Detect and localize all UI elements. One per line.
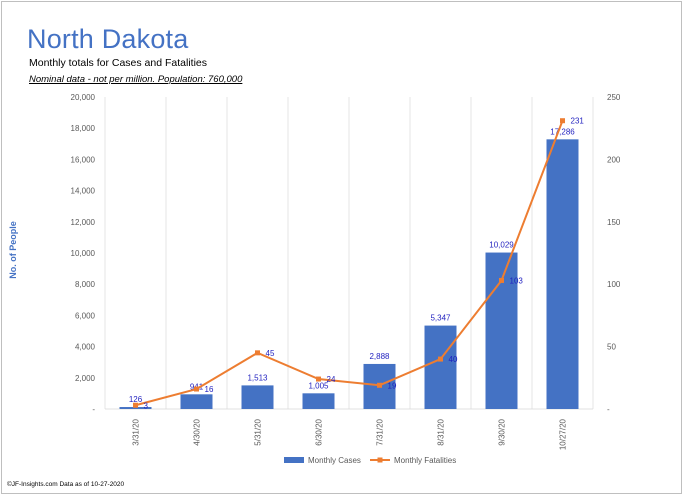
chart-subtitle: Monthly totals for Cases and Fatalities bbox=[29, 57, 207, 69]
y-tick-label: 8,000 bbox=[75, 280, 96, 289]
y-tick-label: 20,000 bbox=[71, 93, 96, 102]
footer-credit: ©JF-Insights.com Data as of 10-27-2020 bbox=[7, 481, 125, 488]
line-data-label: 19 bbox=[388, 381, 397, 390]
line-data-label: 16 bbox=[205, 385, 214, 394]
x-tick-label: 5/31/20 bbox=[254, 418, 263, 445]
y2-tick-label: 100 bbox=[607, 280, 621, 289]
x-tick-label: 10/27/20 bbox=[559, 418, 568, 450]
y-tick-label: 18,000 bbox=[71, 124, 96, 133]
line-point bbox=[560, 118, 565, 124]
bar bbox=[241, 385, 274, 409]
line-point bbox=[438, 356, 443, 362]
x-tick-label: 3/31/20 bbox=[132, 418, 141, 445]
line-point bbox=[316, 376, 321, 382]
bar bbox=[119, 407, 152, 409]
line-point bbox=[499, 277, 504, 283]
line-data-label: 103 bbox=[510, 276, 524, 285]
bar-data-label: 5,347 bbox=[430, 314, 451, 323]
x-tick-label: 7/31/20 bbox=[376, 418, 385, 445]
y-tick-label: 12,000 bbox=[71, 218, 96, 227]
bar-data-label: 17,286 bbox=[550, 127, 575, 136]
chart-title: North Dakota bbox=[27, 24, 189, 54]
y2-tick-label: 200 bbox=[607, 155, 621, 164]
y-tick-label: 16,000 bbox=[71, 155, 96, 164]
y-tick-label: 10,000 bbox=[71, 249, 96, 258]
y-tick-label: 4,000 bbox=[75, 343, 96, 352]
chart-note: Nominal data - not per million. Populati… bbox=[29, 74, 243, 85]
bar-data-label: 10,029 bbox=[489, 241, 514, 250]
legend-label-cases: Monthly Cases bbox=[308, 456, 361, 465]
legend-label-fatalities: Monthly Fatalities bbox=[394, 456, 456, 465]
bar-data-label: 1,513 bbox=[247, 373, 268, 382]
y2-tick-label: 150 bbox=[607, 218, 621, 227]
bar bbox=[424, 325, 457, 409]
line-point bbox=[377, 382, 382, 388]
y-tick-label: 14,000 bbox=[71, 187, 96, 196]
line-point bbox=[255, 350, 260, 356]
bar bbox=[180, 394, 213, 409]
line-data-label: 24 bbox=[327, 375, 336, 384]
line-data-label: 231 bbox=[571, 117, 585, 126]
x-tick-label: 8/31/20 bbox=[437, 418, 446, 445]
legend-swatch-cases bbox=[284, 457, 304, 463]
bar-data-label: 1,005 bbox=[308, 381, 329, 390]
line-point bbox=[194, 386, 199, 392]
line-data-label: 3 bbox=[144, 401, 149, 410]
x-tick-label: 9/30/20 bbox=[498, 418, 507, 445]
y-tick-label: - bbox=[92, 405, 95, 414]
y-tick-label: 6,000 bbox=[75, 311, 96, 320]
y2-tick-label: 50 bbox=[607, 343, 616, 352]
line-data-label: 40 bbox=[449, 355, 458, 364]
fatalities-line bbox=[135, 120, 564, 407]
x-tick-label: 6/30/20 bbox=[315, 418, 324, 445]
y2-tick-label: - bbox=[607, 405, 610, 414]
line-data-label: 45 bbox=[266, 349, 275, 358]
y-tick-label: 2,000 bbox=[75, 374, 96, 383]
bar-data-label: 126 bbox=[129, 395, 143, 404]
y2-tick-label: 250 bbox=[607, 93, 621, 102]
bar bbox=[302, 393, 335, 409]
x-tick-label: 4/30/20 bbox=[193, 418, 202, 445]
bar-data-label: 2,888 bbox=[369, 352, 390, 361]
bar bbox=[546, 139, 579, 410]
line-point bbox=[133, 402, 138, 408]
legend-marker-fatalities bbox=[377, 457, 383, 463]
